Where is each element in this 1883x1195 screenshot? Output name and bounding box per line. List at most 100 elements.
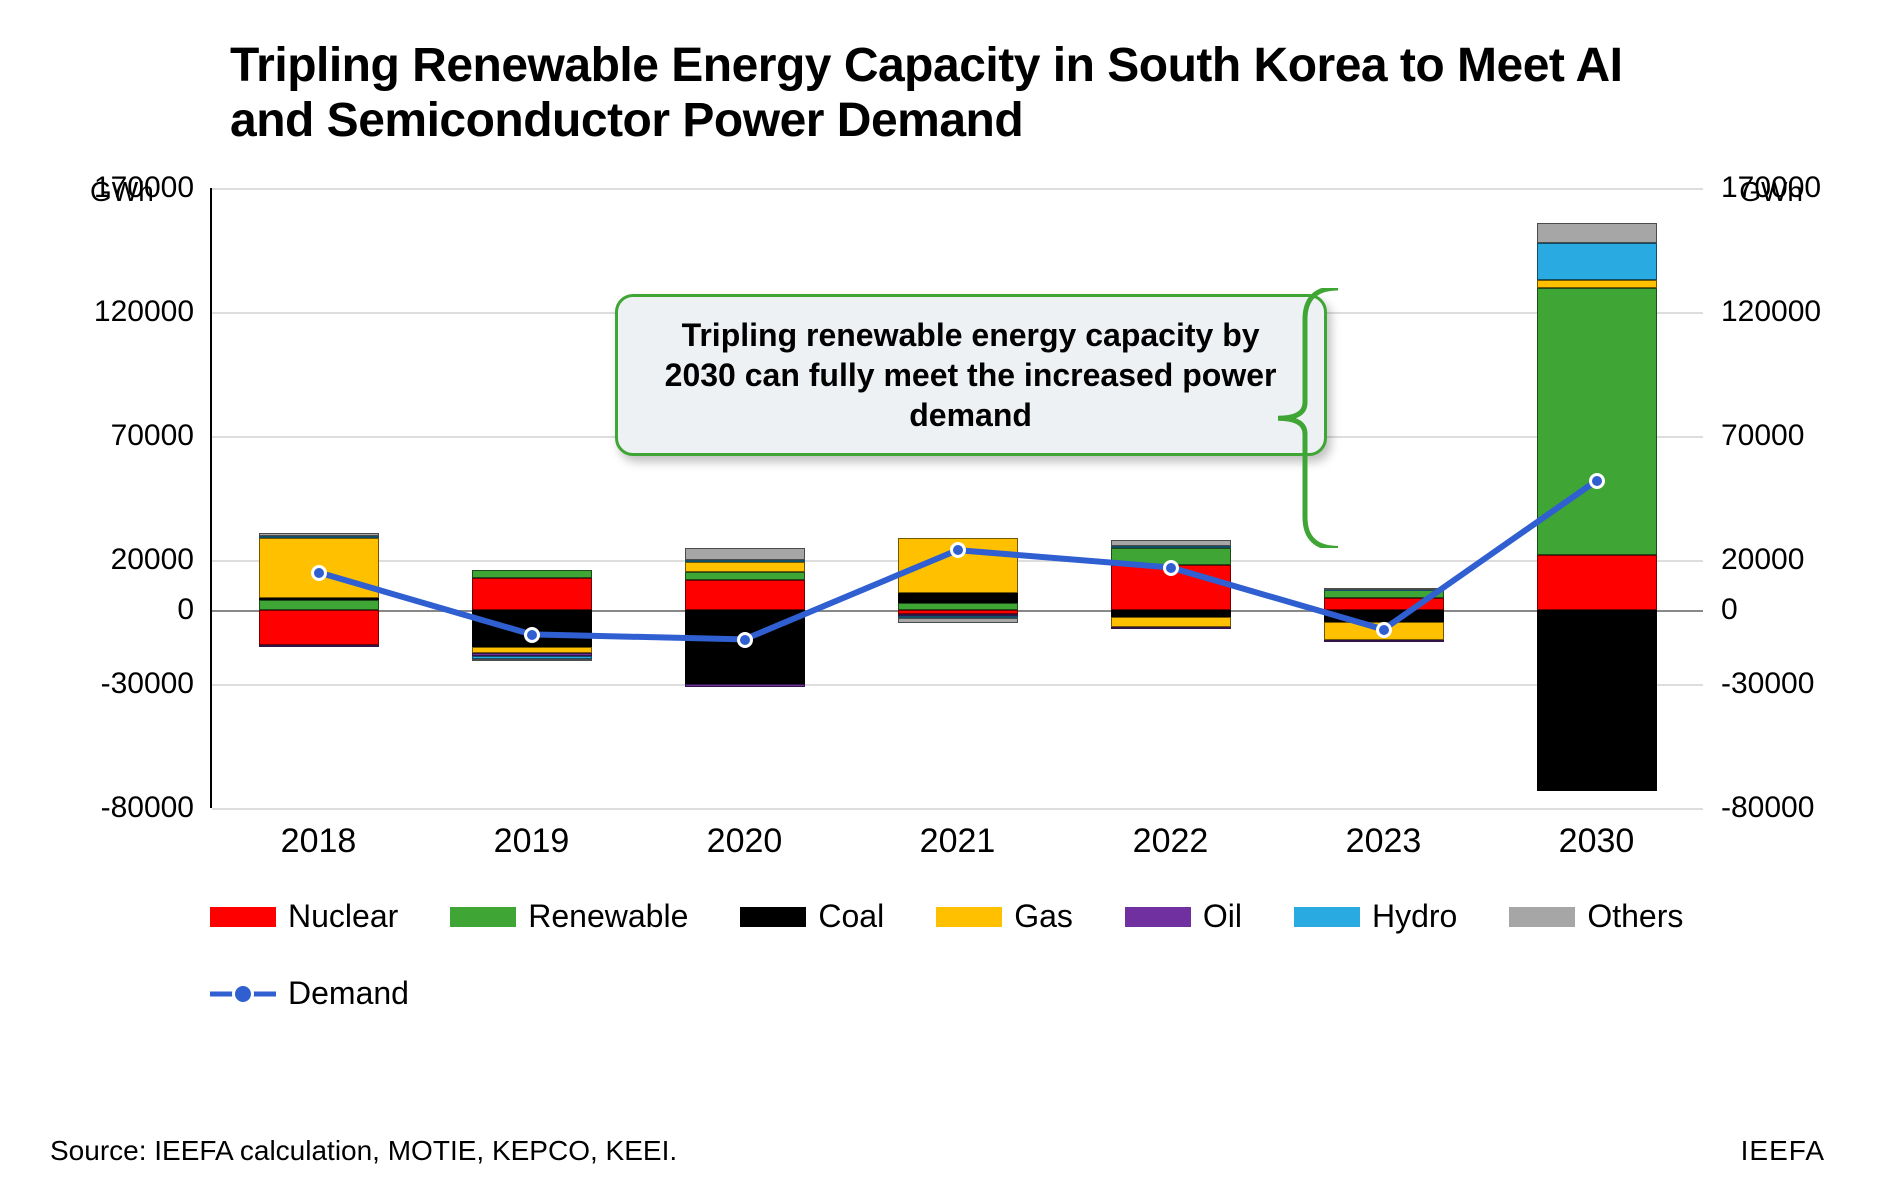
bar-segment-coal <box>898 593 1018 603</box>
x-tick-label: 2022 <box>1133 822 1209 861</box>
y-tick-label: 170000 <box>94 171 212 205</box>
legend-label: Demand <box>288 975 409 1012</box>
watermark-text: IEEFA <box>1741 1135 1825 1167</box>
source-text: Source: IEEFA calculation, MOTIE, KEPCO,… <box>50 1135 677 1167</box>
x-tick-label: 2018 <box>281 822 357 861</box>
legend-item-coal: Coal <box>740 898 884 935</box>
bar-segment-nuclear <box>1324 598 1444 610</box>
legend-item-renewable: Renewable <box>450 898 688 935</box>
bar-segment-coal <box>1537 610 1657 791</box>
legend-label: Coal <box>818 898 884 935</box>
legend-label: Others <box>1587 898 1683 935</box>
y-tick-label: 0 <box>177 593 212 627</box>
x-tick-label: 2030 <box>1559 822 1635 861</box>
demand-marker <box>311 565 327 581</box>
bar-group <box>472 188 592 808</box>
bar-segment-gas <box>1537 280 1657 287</box>
bar-segment-renewable <box>1537 288 1657 556</box>
y-tick-label: 20000 <box>111 543 212 577</box>
y-tick-label: -80000 <box>1703 791 1814 825</box>
bar-group <box>898 188 1018 808</box>
bar-segment-gas <box>685 562 805 572</box>
annotation-callout: Tripling renewable energy capacity by 20… <box>615 294 1327 456</box>
bar-group <box>1324 188 1444 808</box>
y-tick-label: -30000 <box>101 667 212 701</box>
legend-swatch <box>740 907 806 927</box>
legend-swatch <box>1509 907 1575 927</box>
bar-segment-coal <box>259 598 379 600</box>
y-tick-label: 20000 <box>1703 543 1804 577</box>
bar-segment-others <box>898 618 1018 623</box>
y-tick-label: 170000 <box>1703 171 1821 205</box>
legend-swatch <box>1294 907 1360 927</box>
x-tick-label: 2023 <box>1346 822 1422 861</box>
bar-segment-renewable <box>259 600 379 610</box>
bar-segment-others <box>685 548 805 559</box>
bar-segment-nuclear <box>685 580 805 610</box>
legend-swatch <box>210 984 276 1004</box>
bar-segment-renewable <box>898 603 1018 610</box>
bar-segment-others <box>472 659 592 661</box>
y-tick-label: 0 <box>1703 593 1738 627</box>
demand-marker <box>1163 560 1179 576</box>
bar-segment-oil <box>1111 627 1231 629</box>
bar-group <box>685 188 805 808</box>
y-tick-label: -30000 <box>1703 667 1814 701</box>
bar-segment-coal <box>1324 610 1444 622</box>
bar-segment-renewable <box>1324 590 1444 597</box>
legend-label: Nuclear <box>288 898 398 935</box>
legend: Nuclear Renewable Coal Gas Oil Hydro Others Dem… <box>210 898 1833 1012</box>
demand-marker <box>737 632 753 648</box>
bar-segment-renewable <box>472 570 592 577</box>
legend-label: Gas <box>1014 898 1073 935</box>
bar-segment-oil <box>685 684 805 686</box>
legend-label: Renewable <box>528 898 688 935</box>
bar-segment-coal <box>1111 610 1231 617</box>
bar-segment-others <box>1537 223 1657 243</box>
bar-segment-hydro <box>1111 546 1231 548</box>
bar-group <box>1111 188 1231 808</box>
x-tick-label: 2020 <box>707 822 783 861</box>
bar-segment-nuclear <box>472 578 592 610</box>
bar-group <box>259 188 379 808</box>
demand-marker <box>1376 622 1392 638</box>
legend-swatch <box>450 907 516 927</box>
demand-marker <box>950 542 966 558</box>
bar-segment-nuclear <box>259 610 379 645</box>
y-tick-label: 70000 <box>1703 419 1804 453</box>
bar-segment-oil <box>259 645 379 647</box>
chart-title: Tripling Renewable Energy Capacity in So… <box>230 38 1630 148</box>
bar-segment-hydro <box>259 536 379 538</box>
x-tick-label: 2019 <box>494 822 570 861</box>
legend-item-others: Others <box>1509 898 1683 935</box>
demand-marker <box>524 627 540 643</box>
legend-label: Hydro <box>1372 898 1457 935</box>
x-tick-label: 2021 <box>920 822 996 861</box>
demand-marker <box>1589 473 1605 489</box>
bar-segment-others <box>259 533 379 535</box>
bar-segment-others <box>1324 588 1444 590</box>
y-tick-label: 70000 <box>111 419 212 453</box>
legend-label: Oil <box>1203 898 1242 935</box>
bar-segment-gas <box>1111 617 1231 627</box>
legend-item-gas: Gas <box>936 898 1073 935</box>
bar-segment-renewable <box>685 572 805 581</box>
legend-item-nuclear: Nuclear <box>210 898 398 935</box>
legend-item-demand: Demand <box>210 975 409 1012</box>
gridline <box>212 808 1703 810</box>
legend-item-hydro: Hydro <box>1294 898 1457 935</box>
legend-swatch <box>936 907 1002 927</box>
chart: GWh GWh -80000-80000-30000-3000000200002… <box>50 188 1833 808</box>
plot-area: -80000-80000-30000-300000020000200007000… <box>210 188 1703 808</box>
bar-segment-hydro <box>1537 243 1657 280</box>
bar-group <box>1537 188 1657 808</box>
page: Tripling Renewable Energy Capacity in So… <box>0 0 1883 1195</box>
bar-segment-hydro <box>685 560 805 562</box>
bar-segment-oil <box>1324 640 1444 642</box>
legend-swatch <box>1125 907 1191 927</box>
y-tick-label: 120000 <box>94 295 212 329</box>
legend-item-oil: Oil <box>1125 898 1242 935</box>
bar-segment-others <box>1111 540 1231 546</box>
y-tick-label: -80000 <box>101 791 212 825</box>
bar-segment-nuclear <box>1537 555 1657 610</box>
